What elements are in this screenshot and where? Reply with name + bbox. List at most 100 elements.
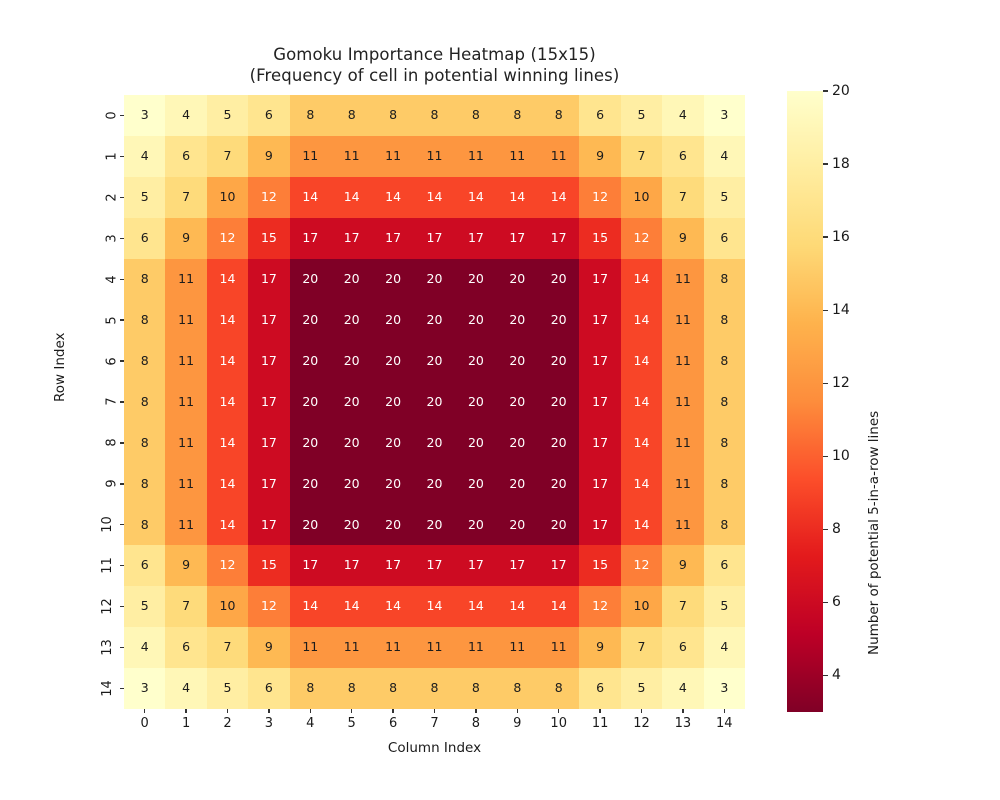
heatmap-cell: 20 — [538, 340, 580, 382]
x-axis-title: Column Index — [387, 740, 482, 756]
x-tick-mark — [640, 709, 643, 713]
heatmap-cell: 14 — [538, 586, 580, 628]
heatmap-cell: 4 — [662, 95, 704, 136]
heatmap-cell: 8 — [703, 340, 745, 382]
heatmap-cell: 17 — [331, 545, 373, 587]
heatmap-cell: 20 — [455, 381, 497, 423]
colorbar-tick: 4 — [823, 667, 841, 683]
heatmap-cell: 17 — [579, 422, 621, 464]
y-tick: 13 — [0, 627, 124, 668]
heatmap-cell: 20 — [413, 258, 456, 300]
heatmap-cell: 6 — [248, 95, 290, 136]
heatmap-cell: 14 — [620, 463, 663, 505]
colorbar-tick-label: 10 — [832, 448, 850, 465]
x-tick: 2 — [207, 709, 248, 731]
heatmap-cell: 20 — [372, 299, 414, 341]
colorbar-tick: 12 — [823, 375, 850, 391]
heatmap-cell: 20 — [372, 504, 414, 546]
heatmap-cell: 10 — [620, 586, 663, 628]
heatmap-cell: 11 — [165, 258, 207, 300]
heatmap-cell: 8 — [124, 340, 166, 382]
heatmap-cell: 20 — [289, 381, 331, 423]
heatmap-cell: 3 — [703, 668, 745, 709]
y-tick-mark — [120, 196, 124, 198]
heatmap-cell: 11 — [538, 135, 580, 177]
heatmap-cell: 11 — [289, 135, 331, 177]
heatmap-cell: 17 — [579, 340, 621, 382]
x-axis-ticks: 0 1 2 3 4 5 6 7 8 9 10 11 12 13 14 — [124, 709, 745, 739]
x-tick-mark — [309, 709, 311, 713]
y-tick-label: 13 — [100, 639, 116, 656]
heatmap-cell: 5 — [124, 586, 166, 628]
chart-title-line-1: Gomoku Importance Heatmap (15x15) — [273, 45, 596, 64]
heatmap-cell: 14 — [331, 176, 373, 218]
y-axis-title: Row Index — [52, 332, 68, 402]
y-tick-label: 3 — [104, 234, 120, 243]
heatmap-cell: 7 — [206, 627, 249, 669]
heatmap-cell: 9 — [662, 545, 704, 587]
heatmap-cell: 8 — [496, 95, 538, 136]
x-tick: 14 — [704, 709, 745, 731]
heatmap-cell: 9 — [579, 627, 621, 669]
heatmap-cell: 17 — [331, 217, 373, 259]
y-tick-label: 11 — [100, 557, 116, 574]
heatmap-cell: 14 — [289, 176, 331, 218]
x-tick-mark — [433, 709, 436, 713]
heatmap-cell: 8 — [289, 95, 331, 136]
x-tick-mark — [599, 709, 601, 713]
x-tick-label: 8 — [471, 716, 481, 731]
heatmap-cell: 4 — [165, 668, 207, 709]
heatmap-cell: 7 — [165, 586, 207, 628]
heatmap-cell: 8 — [331, 95, 373, 136]
heatmap-cell: 14 — [331, 586, 373, 628]
y-tick-mark — [120, 646, 124, 649]
heatmap-cell: 14 — [496, 586, 538, 628]
heatmap-cell: 20 — [413, 381, 456, 423]
x-tick: 7 — [414, 709, 455, 731]
heatmap-cell: 9 — [579, 135, 621, 177]
heatmap-cell: 11 — [662, 340, 704, 382]
y-tick-label: 14 — [100, 680, 116, 697]
heatmap-cell: 8 — [703, 504, 745, 546]
y-tick: 3 — [0, 218, 124, 259]
heatmap-cell: 20 — [413, 340, 456, 382]
heatmap-cell: 20 — [289, 504, 331, 546]
y-tick-mark — [120, 483, 124, 485]
heatmap-cell: 8 — [538, 668, 580, 709]
x-tick-mark — [475, 709, 477, 713]
heatmap-cell: 6 — [703, 545, 745, 587]
heatmap-cell: 7 — [662, 586, 704, 628]
colorbar-tick-label: 18 — [832, 156, 850, 173]
heatmap-cell: 14 — [538, 176, 580, 218]
x-tick: 1 — [165, 709, 206, 731]
heatmap-cell: 14 — [372, 586, 414, 628]
y-tick: 6 — [0, 341, 124, 382]
heatmap-cell: 14 — [620, 299, 663, 341]
heatmap-cell: 5 — [703, 176, 745, 218]
heatmap-cell: 11 — [538, 627, 580, 669]
heatmap-cell: 11 — [165, 463, 207, 505]
heatmap-cell: 5 — [703, 586, 745, 628]
heatmap-cell: 20 — [289, 422, 331, 464]
x-tick-mark — [682, 709, 684, 713]
heatmap-cell: 11 — [455, 627, 497, 669]
x-tick-mark — [268, 709, 270, 713]
heatmap-cell: 11 — [413, 135, 456, 177]
heatmap-cell: 20 — [496, 299, 538, 341]
heatmap-cell: 8 — [496, 668, 538, 709]
heatmap-cell: 6 — [662, 135, 704, 177]
x-tick-label: 11 — [591, 716, 609, 731]
y-tick-label: 7 — [104, 397, 120, 407]
heatmap-cell: 20 — [496, 340, 538, 382]
heatmap-cell: 20 — [455, 463, 497, 505]
colorbar-tick-mark — [823, 382, 828, 384]
heatmap-cell: 6 — [165, 135, 207, 177]
heatmap-cell: 14 — [206, 340, 249, 382]
heatmap-cell: 17 — [455, 217, 497, 259]
heatmap-cell: 9 — [662, 217, 704, 259]
x-tick: 9 — [497, 709, 538, 731]
heatmap-cell: 14 — [620, 504, 663, 546]
heatmap-cell: 20 — [538, 463, 580, 505]
heatmap-cell: 20 — [455, 422, 497, 464]
y-tick-mark — [120, 401, 124, 403]
